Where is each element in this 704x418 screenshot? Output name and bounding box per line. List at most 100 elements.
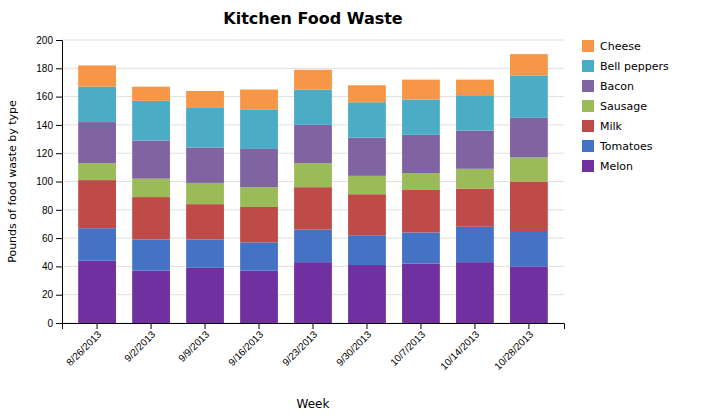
y-tick-label: 140 (36, 120, 53, 131)
x-tick: 9/23/2013 (280, 323, 320, 368)
legend: CheeseBell peppersBaconSausageMilkTomato… (582, 40, 669, 173)
bar-segment (78, 122, 116, 163)
y-tick-label: 40 (42, 261, 54, 272)
legend-item: Tomatoes (582, 140, 653, 153)
x-tick: 9/9/2013 (176, 323, 212, 364)
bar-segment (240, 149, 278, 187)
x-axis-title: Week (297, 397, 330, 411)
bars (78, 54, 548, 323)
y-tick-label: 20 (42, 289, 54, 300)
bar-segment (402, 80, 440, 100)
grid (62, 40, 564, 323)
y-tick-mark (56, 68, 62, 69)
chart-container: 8/26/2013 9/2/2013 9/9/2013 9/16/2013 9/23/2… (0, 0, 704, 418)
bar-segment (240, 207, 278, 242)
bar-segment (240, 187, 278, 207)
bar-segment (348, 265, 386, 323)
x-tick: 9/2/2013 (122, 323, 158, 364)
bar-segment (186, 240, 224, 268)
y-tick-mark (56, 97, 62, 98)
x-tick-mark (420, 323, 421, 329)
plot: 8/26/2013 9/2/2013 9/9/2013 9/16/2013 9/23/2… (36, 35, 564, 372)
legend-label: Tomatoes (599, 140, 653, 153)
legend-label: Melon (600, 160, 633, 173)
x-tick-label: 9/30/2013 (334, 328, 374, 368)
bar-segment (510, 231, 548, 266)
bar-segment (456, 95, 494, 130)
legend-label: Bacon (600, 80, 634, 93)
y-tick-label: 180 (36, 63, 53, 74)
x-tick-mark (259, 323, 260, 329)
legend-label: Sausage (600, 100, 647, 113)
legend-swatch (582, 80, 594, 92)
bar-segment (186, 183, 224, 204)
x-tick: 10/7/2013 (388, 323, 428, 368)
y-tick-label: 60 (42, 233, 54, 244)
bar-segment (456, 131, 494, 169)
y-tick: 180 (36, 63, 62, 74)
x-tick-label: 8/26/2013 (64, 328, 104, 368)
y-tick: 20 (42, 289, 62, 300)
x-tick-label: 9/16/2013 (226, 328, 266, 368)
x-tick-mark (366, 323, 367, 329)
bar-segment (294, 187, 332, 229)
legend-swatch (582, 160, 594, 172)
bar-segment (186, 204, 224, 239)
y-tick: 140 (36, 120, 62, 131)
y-tick-mark (56, 238, 62, 239)
bar-segment (348, 85, 386, 102)
bar-segment (240, 90, 278, 110)
y-axis: 020406080100120140160180200 (36, 35, 62, 329)
bar-segment (294, 70, 332, 90)
bar-segment (348, 102, 386, 137)
bar-segment (456, 227, 494, 262)
y-tick-mark (56, 40, 62, 41)
bar-segment (132, 197, 170, 239)
legend-item: Milk (582, 120, 623, 133)
bar-segment (78, 261, 116, 323)
y-axis-line (56, 41, 63, 324)
y-tick: 0 (47, 318, 62, 329)
legend-swatch (582, 40, 594, 52)
y-tick-mark (56, 153, 62, 154)
legend-label: Cheese (600, 40, 641, 53)
y-tick-mark (56, 323, 62, 324)
legend-item: Bacon (582, 80, 634, 93)
y-tick: 160 (36, 91, 62, 102)
x-axis-line (63, 324, 565, 330)
x-tick: 9/16/2013 (226, 323, 266, 368)
bar-segment (510, 266, 548, 323)
bar-segment (348, 176, 386, 194)
y-tick-mark (56, 295, 62, 296)
bar-segment (78, 87, 116, 122)
bar-segment (78, 65, 116, 86)
bar-segment (78, 163, 116, 180)
bar-segment (132, 87, 170, 101)
bar-segment (186, 148, 224, 183)
y-axis-title: Pounds of food waste by type (6, 100, 19, 263)
y-tick: 120 (36, 148, 62, 159)
bar-segment (132, 140, 170, 178)
grid-line (62, 40, 564, 41)
bar-segment (348, 194, 386, 235)
y-tick-mark (56, 210, 62, 211)
y-tick: 200 (36, 35, 62, 46)
x-tick-label: 10/14/2013 (438, 328, 481, 371)
y-tick-label: 200 (36, 35, 53, 46)
bar-segment (240, 242, 278, 270)
x-tick-mark (97, 323, 98, 329)
bar-segment (402, 99, 440, 134)
chart-title: Kitchen Food Waste (223, 9, 403, 28)
bar-segment (132, 179, 170, 197)
chart-svg: 8/26/2013 9/2/2013 9/9/2013 9/16/2013 9/23/2… (0, 0, 704, 418)
x-tick-label: 10/28/2013 (492, 328, 535, 371)
legend-item: Cheese (582, 40, 641, 53)
bar-segment (456, 262, 494, 323)
x-axis: 8/26/2013 9/2/2013 9/9/2013 9/16/2013 9/23/2… (63, 323, 565, 372)
bar-segment (510, 75, 548, 117)
series (78, 54, 548, 109)
bar-segment (402, 264, 440, 323)
bar-segment (510, 118, 548, 158)
x-tick: 10/28/2013 (492, 323, 535, 372)
x-tick-mark (205, 323, 206, 329)
